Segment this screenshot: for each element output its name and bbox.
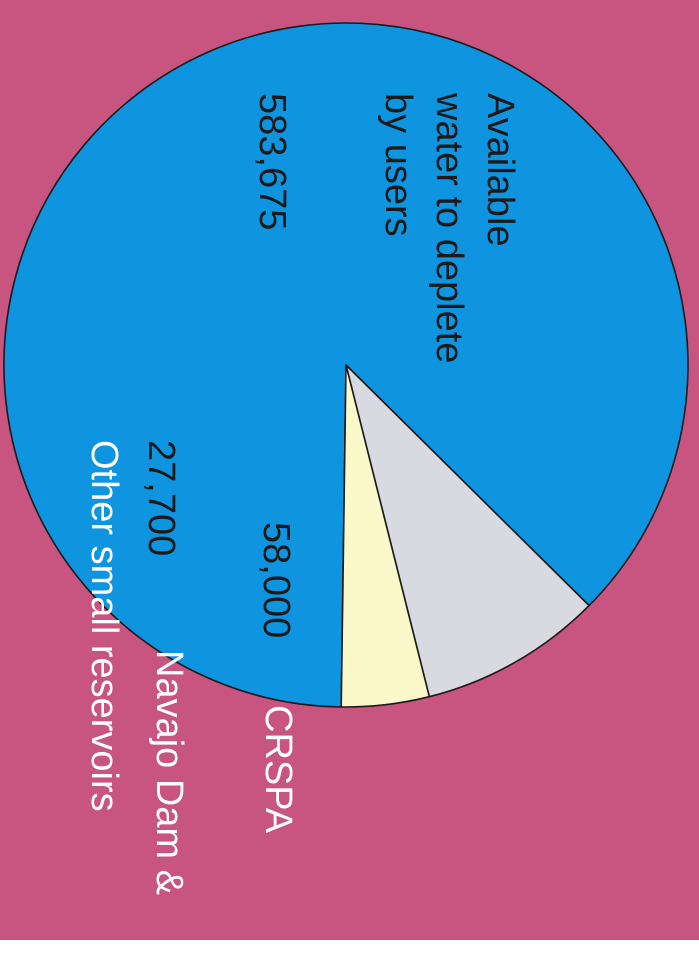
gray-slice-value-label: 58,000 [255,522,297,638]
blue-slice-value-label: 583,675 [251,93,293,230]
bottom-strip [0,940,699,955]
blue-slice-label-line-3: by users [377,93,419,237]
blue-slice-label-line-2: water to deplete [428,92,470,363]
pie-slice-2 [345,364,590,698]
blue-slice-label-line-1: Available [479,93,521,247]
yellow-slice-label-line-1: Navajo Dam & [148,650,190,895]
yellow-slice-label-line-2: Other small reservoirs [83,440,125,812]
yellow-slice-value-label: 27,700 [140,440,182,556]
gray-slice-label: CRSPA [257,705,299,834]
pie-slice-3 [340,364,431,708]
